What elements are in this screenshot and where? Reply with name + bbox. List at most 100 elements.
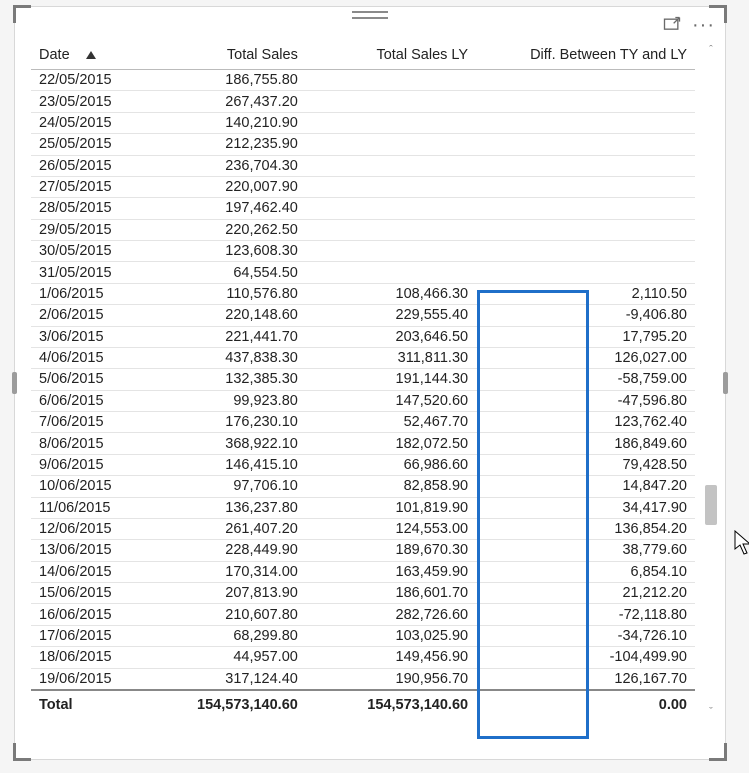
table-row[interactable]: 6/06/201599,923.80147,520.60-47,596.80	[31, 390, 695, 411]
scroll-track[interactable]	[705, 57, 717, 705]
cell-sales: 368,922.10	[148, 433, 306, 454]
table-row[interactable]: 29/05/2015220,262.50	[31, 219, 695, 240]
scroll-thumb[interactable]	[705, 485, 717, 525]
more-options-icon[interactable]: ···	[692, 18, 715, 32]
cell-sales-ly: 190,956.70	[306, 668, 476, 690]
table-row[interactable]: 26/05/2015236,704.30	[31, 155, 695, 176]
drag-handle-icon[interactable]	[352, 11, 388, 19]
table-row[interactable]: 9/06/2015146,415.1066,986.6079,428.50	[31, 454, 695, 475]
cell-sales: 236,704.30	[148, 155, 306, 176]
totals-sales: 154,573,140.60	[148, 690, 306, 719]
cell-date: 11/06/2015	[31, 497, 148, 518]
cell-date: 18/06/2015	[31, 647, 148, 668]
cell-date: 1/06/2015	[31, 283, 148, 304]
cell-date: 26/05/2015	[31, 155, 148, 176]
scroll-down-icon[interactable]: ˇ	[703, 705, 719, 719]
cell-date: 27/05/2015	[31, 176, 148, 197]
resize-handle-left[interactable]	[12, 372, 17, 394]
cell-diff: 2,110.50	[476, 283, 695, 304]
table-row[interactable]: 4/06/2015437,838.30311,811.30126,027.00	[31, 347, 695, 368]
table-row[interactable]: 19/06/2015317,124.40190,956.70126,167.70	[31, 668, 695, 690]
cell-diff: 38,779.60	[476, 540, 695, 561]
cell-sales-ly	[306, 262, 476, 283]
cell-diff	[476, 112, 695, 133]
cell-diff: -9,406.80	[476, 305, 695, 326]
cell-date: 5/06/2015	[31, 369, 148, 390]
table-row[interactable]: 27/05/2015220,007.90	[31, 176, 695, 197]
table-row[interactable]: 31/05/201564,554.50	[31, 262, 695, 283]
table-row[interactable]: 11/06/2015136,237.80101,819.9034,417.90	[31, 497, 695, 518]
cell-sales: 220,148.60	[148, 305, 306, 326]
totals-diff: 0.00	[476, 690, 695, 719]
header-date[interactable]: Date	[31, 43, 148, 70]
cell-date: 12/06/2015	[31, 518, 148, 539]
cell-diff	[476, 219, 695, 240]
mouse-cursor-icon	[734, 530, 749, 556]
table-row[interactable]: 18/06/201544,957.00149,456.90-104,499.90	[31, 647, 695, 668]
cell-date: 14/06/2015	[31, 561, 148, 582]
table-row[interactable]: 16/06/2015210,607.80282,726.60-72,118.80	[31, 604, 695, 625]
cell-sales-ly	[306, 241, 476, 262]
cell-sales: 220,262.50	[148, 219, 306, 240]
cell-sales: 99,923.80	[148, 390, 306, 411]
cell-sales-ly: 82,858.90	[306, 476, 476, 497]
cell-sales-ly: 103,025.90	[306, 625, 476, 646]
table-row[interactable]: 5/06/2015132,385.30191,144.30-58,759.00	[31, 369, 695, 390]
cell-diff	[476, 134, 695, 155]
table-row[interactable]: 2/06/2015220,148.60229,555.40-9,406.80	[31, 305, 695, 326]
table-row[interactable]: 28/05/2015197,462.40	[31, 198, 695, 219]
cell-sales-ly: 66,986.60	[306, 454, 476, 475]
focus-mode-icon[interactable]	[662, 15, 682, 35]
cell-date: 30/05/2015	[31, 241, 148, 262]
cell-sales-ly: 124,553.00	[306, 518, 476, 539]
cell-sales: 140,210.90	[148, 112, 306, 133]
table-row[interactable]: 1/06/2015110,576.80108,466.302,110.50	[31, 283, 695, 304]
header-diff[interactable]: Diff. Between TY and LY	[476, 43, 695, 70]
resize-handle-bl[interactable]	[13, 743, 31, 761]
cell-diff	[476, 91, 695, 112]
table-row[interactable]: 25/05/2015212,235.90	[31, 134, 695, 155]
cell-sales-ly: 163,459.90	[306, 561, 476, 582]
cell-sales-ly: 203,646.50	[306, 326, 476, 347]
cell-diff: -58,759.00	[476, 369, 695, 390]
vertical-scrollbar[interactable]: ˆ ˇ	[703, 43, 719, 719]
table-row[interactable]: 13/06/2015228,449.90189,670.3038,779.60	[31, 540, 695, 561]
resize-handle-tl[interactable]	[13, 5, 31, 23]
table-row[interactable]: 24/05/2015140,210.90	[31, 112, 695, 133]
cell-diff: 21,212.20	[476, 583, 695, 604]
cell-date: 4/06/2015	[31, 347, 148, 368]
cell-diff: -34,726.10	[476, 625, 695, 646]
table-row[interactable]: 30/05/2015123,608.30	[31, 241, 695, 262]
cell-diff: 126,167.70	[476, 668, 695, 690]
header-row: Date Total Sales Total Sales LY Diff. Be…	[31, 43, 695, 70]
scroll-up-icon[interactable]: ˆ	[703, 43, 719, 57]
cell-sales: 110,576.80	[148, 283, 306, 304]
table-row[interactable]: 8/06/2015368,922.10182,072.50186,849.60	[31, 433, 695, 454]
cell-sales: 64,554.50	[148, 262, 306, 283]
resize-handle-right[interactable]	[723, 372, 728, 394]
cell-sales: 97,706.10	[148, 476, 306, 497]
header-total-sales[interactable]: Total Sales	[148, 43, 306, 70]
table-row[interactable]: 7/06/2015176,230.1052,467.70123,762.40	[31, 412, 695, 433]
table-row[interactable]: 15/06/2015207,813.90186,601.7021,212.20	[31, 583, 695, 604]
resize-handle-br[interactable]	[709, 743, 727, 761]
cell-sales: 220,007.90	[148, 176, 306, 197]
table-row[interactable]: 12/06/2015261,407.20124,553.00136,854.20	[31, 518, 695, 539]
table-row[interactable]: 23/05/2015267,437.20	[31, 91, 695, 112]
table-row[interactable]: 22/05/2015186,755.80	[31, 70, 695, 91]
cell-diff	[476, 155, 695, 176]
cell-sales-ly: 101,819.90	[306, 497, 476, 518]
cell-sales: 210,607.80	[148, 604, 306, 625]
cell-diff	[476, 198, 695, 219]
table-visual[interactable]: ··· Date Total Sales Total Sales LY Diff…	[14, 6, 726, 760]
cell-diff: 123,762.40	[476, 412, 695, 433]
header-total-sales-ly[interactable]: Total Sales LY	[306, 43, 476, 70]
table-row[interactable]: 14/06/2015170,314.00163,459.906,854.10	[31, 561, 695, 582]
cell-sales: 146,415.10	[148, 454, 306, 475]
cell-diff: 17,795.20	[476, 326, 695, 347]
cell-sales-ly	[306, 155, 476, 176]
table-row[interactable]: 10/06/201597,706.1082,858.9014,847.20	[31, 476, 695, 497]
cell-date: 8/06/2015	[31, 433, 148, 454]
table-row[interactable]: 3/06/2015221,441.70203,646.5017,795.20	[31, 326, 695, 347]
table-row[interactable]: 17/06/201568,299.80103,025.90-34,726.10	[31, 625, 695, 646]
